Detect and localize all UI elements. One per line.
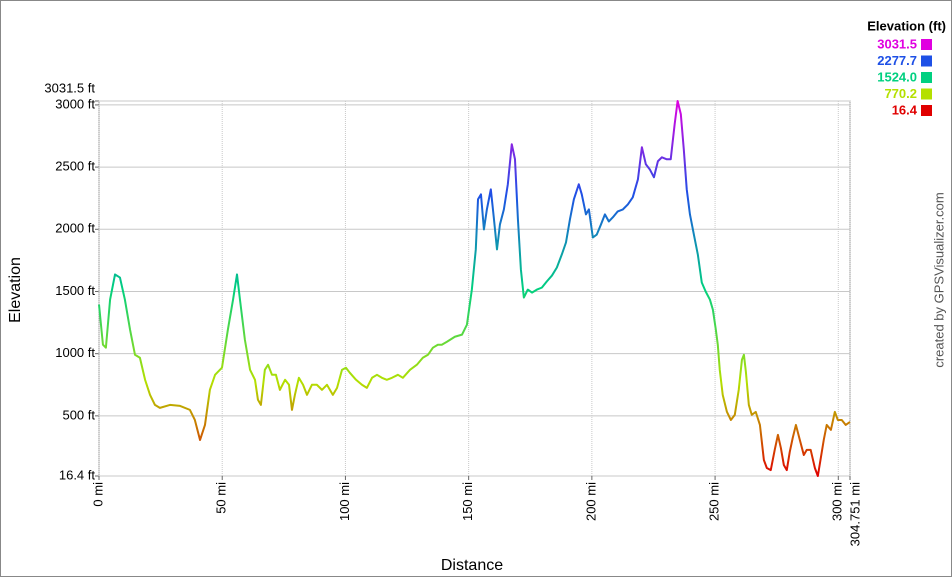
y-tick-label: 3000 ft bbox=[55, 96, 95, 111]
legend-label: 16.4 bbox=[892, 102, 918, 117]
legend-swatch bbox=[921, 105, 932, 116]
legend-swatch bbox=[921, 39, 932, 50]
y-tick-label: 16.4 ft bbox=[59, 467, 96, 482]
legend-swatch bbox=[921, 72, 932, 83]
y-tick-label: 2000 ft bbox=[55, 221, 95, 236]
legend-title: Elevation (ft) bbox=[867, 18, 946, 33]
legend-swatch bbox=[921, 55, 932, 67]
y-axis-title: Elevation bbox=[7, 257, 24, 323]
credit: created by GPSVisualizer.com bbox=[931, 192, 946, 367]
x-tick-label: 100 mi bbox=[337, 482, 352, 521]
x-tick-label: 150 mi bbox=[460, 482, 475, 521]
x-axis-title: Distance bbox=[441, 557, 503, 574]
x-tick-label: 50 mi bbox=[214, 482, 229, 514]
y-tick-label: 3031.5 ft bbox=[44, 80, 95, 95]
legend-label: 1524.0 bbox=[877, 69, 917, 84]
y-tick-label: 1000 ft bbox=[55, 345, 95, 360]
x-tick-label: 300 mi bbox=[830, 482, 845, 521]
legend-label: 2277.7 bbox=[877, 53, 917, 68]
plot-area bbox=[98, 100, 851, 477]
x-tick-label: 250 mi bbox=[707, 482, 722, 521]
y-tick-label: 2500 ft bbox=[55, 159, 95, 174]
x-tick-label: 200 mi bbox=[583, 482, 598, 521]
legend-label: 3031.5 bbox=[877, 36, 917, 51]
elevation-line bbox=[98, 100, 851, 477]
y-tick-label: 500 ft bbox=[62, 407, 95, 422]
y-tick-label: 1500 ft bbox=[55, 283, 95, 298]
x-tick-label: 0 mi bbox=[90, 482, 105, 507]
legend-label: 770.2 bbox=[884, 86, 917, 101]
legend-swatch bbox=[921, 88, 932, 100]
x-tick-label: 304.751 mi bbox=[847, 482, 862, 546]
